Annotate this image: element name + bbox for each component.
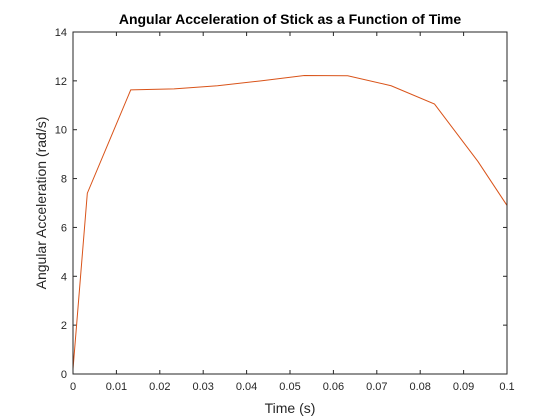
plot-box xyxy=(72,31,508,375)
y-tick-label: 0 xyxy=(61,369,67,381)
series-line xyxy=(72,74,508,370)
y-tick-label: 8 xyxy=(61,174,67,186)
x-tick-label: 0.02 xyxy=(149,381,170,393)
x-tick-label: 0.08 xyxy=(409,381,430,393)
x-tick-label: 0.06 xyxy=(323,381,344,393)
y-tick-label: 2 xyxy=(61,320,67,332)
x-tick-label: 0 xyxy=(70,381,76,393)
x-tick-label: 0.09 xyxy=(453,381,474,393)
y-axis-title: Angular Acceleration (rad/s) xyxy=(33,117,49,290)
series-layer xyxy=(72,74,508,370)
x-tick-label: 0.03 xyxy=(192,381,213,393)
chart-title: Angular Acceleration of Stick as a Funct… xyxy=(119,11,462,27)
y-ticks: 0 2 4 6 8 10 12 14 xyxy=(55,27,507,381)
x-tick-label: 0.07 xyxy=(366,381,387,393)
x-tick-label: 0.1 xyxy=(499,381,514,393)
y-tick-label: 6 xyxy=(61,222,67,234)
x-tick-label: 0.05 xyxy=(279,381,300,393)
y-tick-label: 10 xyxy=(55,125,67,137)
y-tick-label: 12 xyxy=(55,76,67,88)
x-axis-title: Time (s) xyxy=(265,400,316,416)
y-tick-label: 4 xyxy=(61,271,67,283)
x-tick-label: 0.04 xyxy=(236,381,257,393)
y-tick-label: 14 xyxy=(55,27,67,39)
plot-background xyxy=(73,32,507,374)
x-tick-label: 0.01 xyxy=(106,381,127,393)
